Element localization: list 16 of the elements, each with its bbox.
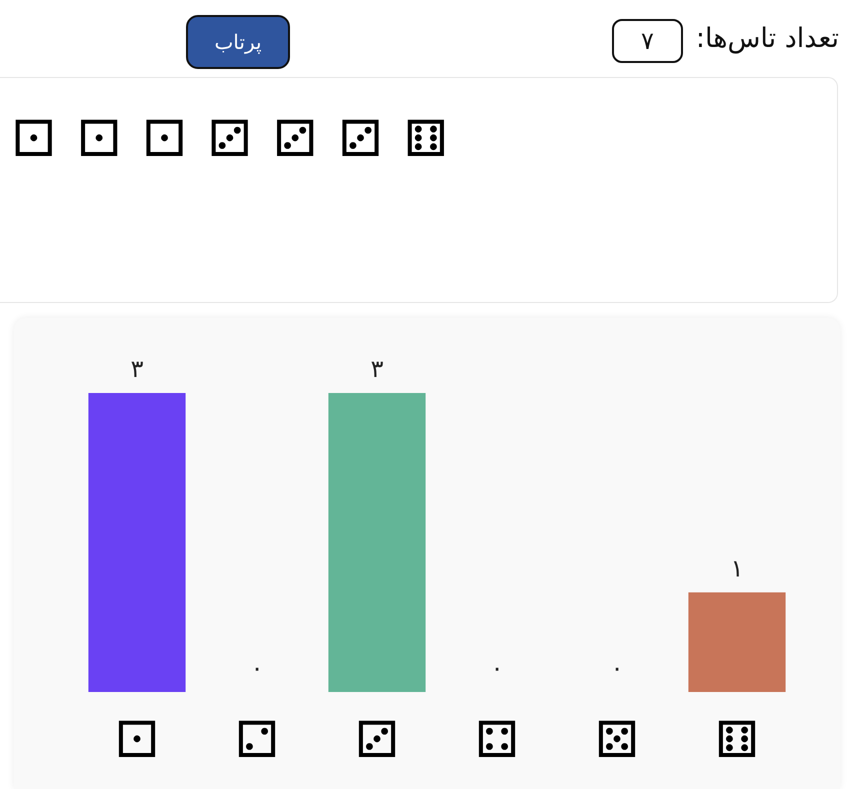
x-tick-label: ⚂	[355, 710, 399, 769]
data-label: ۰	[610, 654, 624, 682]
x-tick-label: ⚃	[475, 710, 519, 769]
x-tick-label: ⚁	[235, 710, 279, 769]
x-tick-label: ⚀	[115, 710, 159, 769]
data-label: ۳	[370, 355, 384, 384]
data-label: ۰	[490, 654, 504, 682]
data-label: ۱	[730, 554, 744, 583]
data-label: ۳	[130, 355, 144, 384]
count-field[interactable]: ۷	[612, 19, 683, 63]
x-tick-label: ⚅	[715, 710, 759, 769]
text: تعداد تاس‌ها:	[696, 22, 839, 56]
data-label: ۰	[250, 654, 264, 682]
x-tick-label: ⚄	[595, 710, 639, 769]
roll-button[interactable]: پرتاب	[186, 15, 290, 69]
results-panel: ⚀ ⚀ ⚀ ⚂ ⚂ ⚂ ⚅	[0, 77, 838, 303]
